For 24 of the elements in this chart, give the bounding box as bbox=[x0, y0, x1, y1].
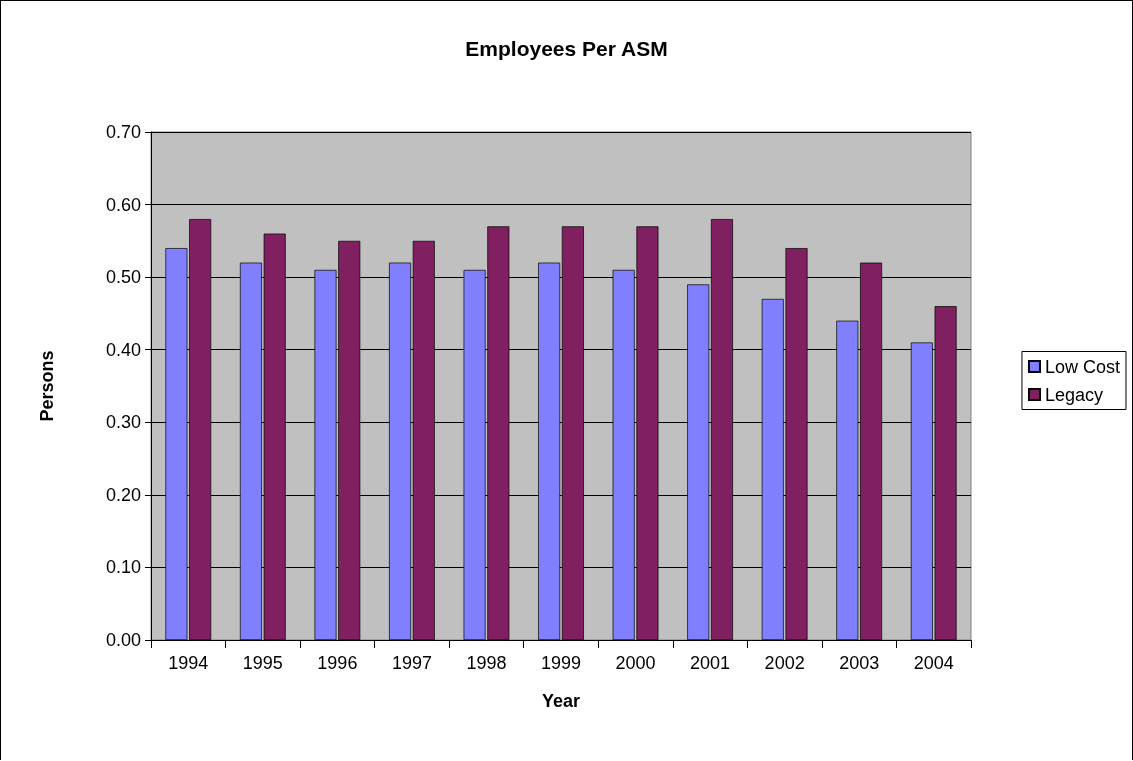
y-tick-label: 0.60 bbox=[105, 194, 141, 215]
chart-title: Employees Per ASM bbox=[465, 37, 668, 60]
y-tick-label: 0.40 bbox=[105, 339, 141, 360]
x-tick-label: 1996 bbox=[317, 653, 358, 673]
x-tick-label: 2004 bbox=[913, 653, 954, 673]
x-tick-label: 1995 bbox=[242, 653, 283, 673]
x-tick-label: 1994 bbox=[168, 653, 209, 673]
y-tick-label: 0.20 bbox=[105, 484, 141, 505]
y-tick-label: 0.50 bbox=[105, 267, 141, 288]
x-tick-label: 2002 bbox=[764, 653, 805, 673]
y-tick-label: 0.30 bbox=[105, 412, 141, 433]
legend-label: Low Cost bbox=[1044, 356, 1121, 377]
x-tick-label: 2000 bbox=[615, 653, 656, 673]
x-tick-label: 2003 bbox=[839, 653, 880, 673]
y-tick-label: 0.70 bbox=[105, 122, 141, 142]
x-tick-label: 1999 bbox=[540, 653, 582, 673]
x-axis-title: Year bbox=[541, 691, 581, 711]
x-tick-label: 2001 bbox=[690, 653, 731, 673]
y-tick-label: 0.10 bbox=[105, 557, 141, 578]
x-tick-label: 1997 bbox=[391, 653, 432, 673]
y-axis-title: Persons bbox=[37, 350, 57, 422]
legend-label: Legacy bbox=[1044, 384, 1104, 405]
x-tick-label: 1998 bbox=[466, 653, 507, 673]
y-tick-label: 0.00 bbox=[105, 630, 141, 650]
